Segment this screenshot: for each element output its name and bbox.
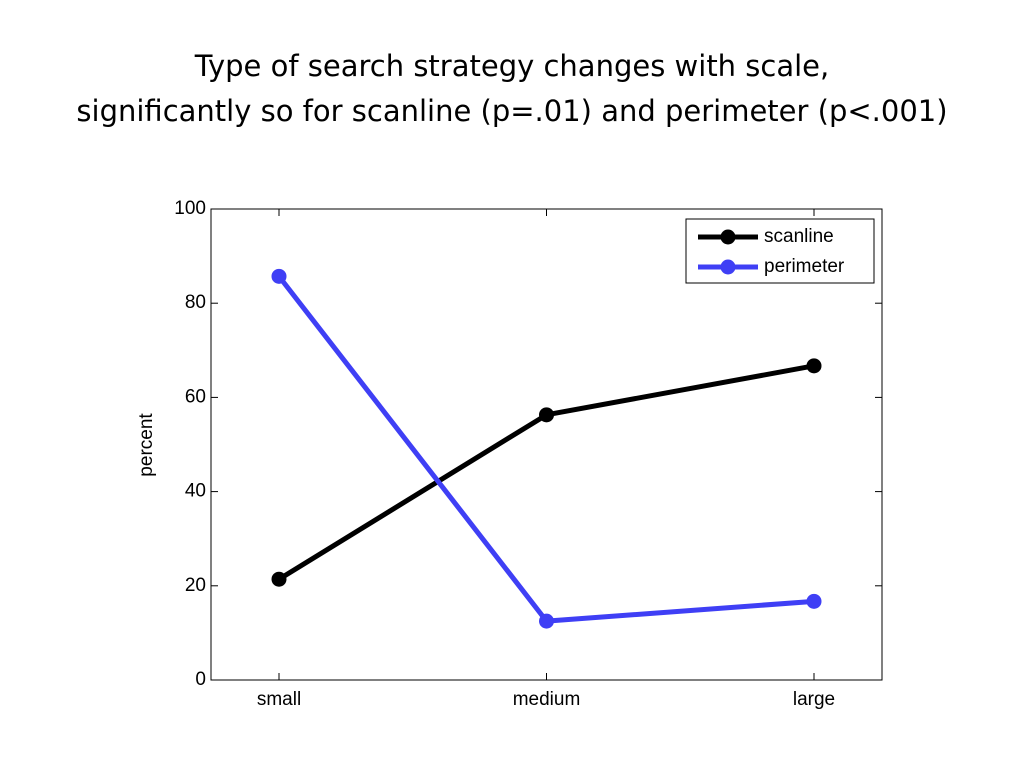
data-point [806, 358, 822, 374]
x-tick-label: large [793, 689, 835, 710]
series-line [277, 274, 815, 624]
y-axis-label: percent [136, 413, 157, 477]
y-tick-label: 100 [174, 198, 206, 219]
legend-box [685, 218, 875, 284]
series-line [277, 363, 815, 582]
y-tick-label: 40 [185, 481, 206, 502]
y-tick-label: 60 [185, 386, 206, 407]
data-point [806, 593, 822, 609]
data-point [271, 268, 287, 284]
y-tick-label: 80 [185, 292, 206, 313]
data-point [539, 407, 554, 423]
y-tick-label: 20 [185, 575, 206, 596]
legend-label: scanline [764, 226, 834, 247]
data-point [271, 571, 287, 587]
x-tick-label: medium [513, 689, 581, 710]
data-point [539, 613, 554, 629]
legend-marker [720, 229, 736, 245]
x-tick-label: small [257, 689, 301, 710]
legend-marker [720, 259, 736, 275]
y-tick-label: 0 [195, 669, 206, 690]
chart-title: Type of search strategy changes with sca… [194, 49, 829, 83]
legend-label: perimeter [764, 256, 845, 277]
chart-title: significantly so for scanline (p=.01) an… [76, 94, 947, 128]
